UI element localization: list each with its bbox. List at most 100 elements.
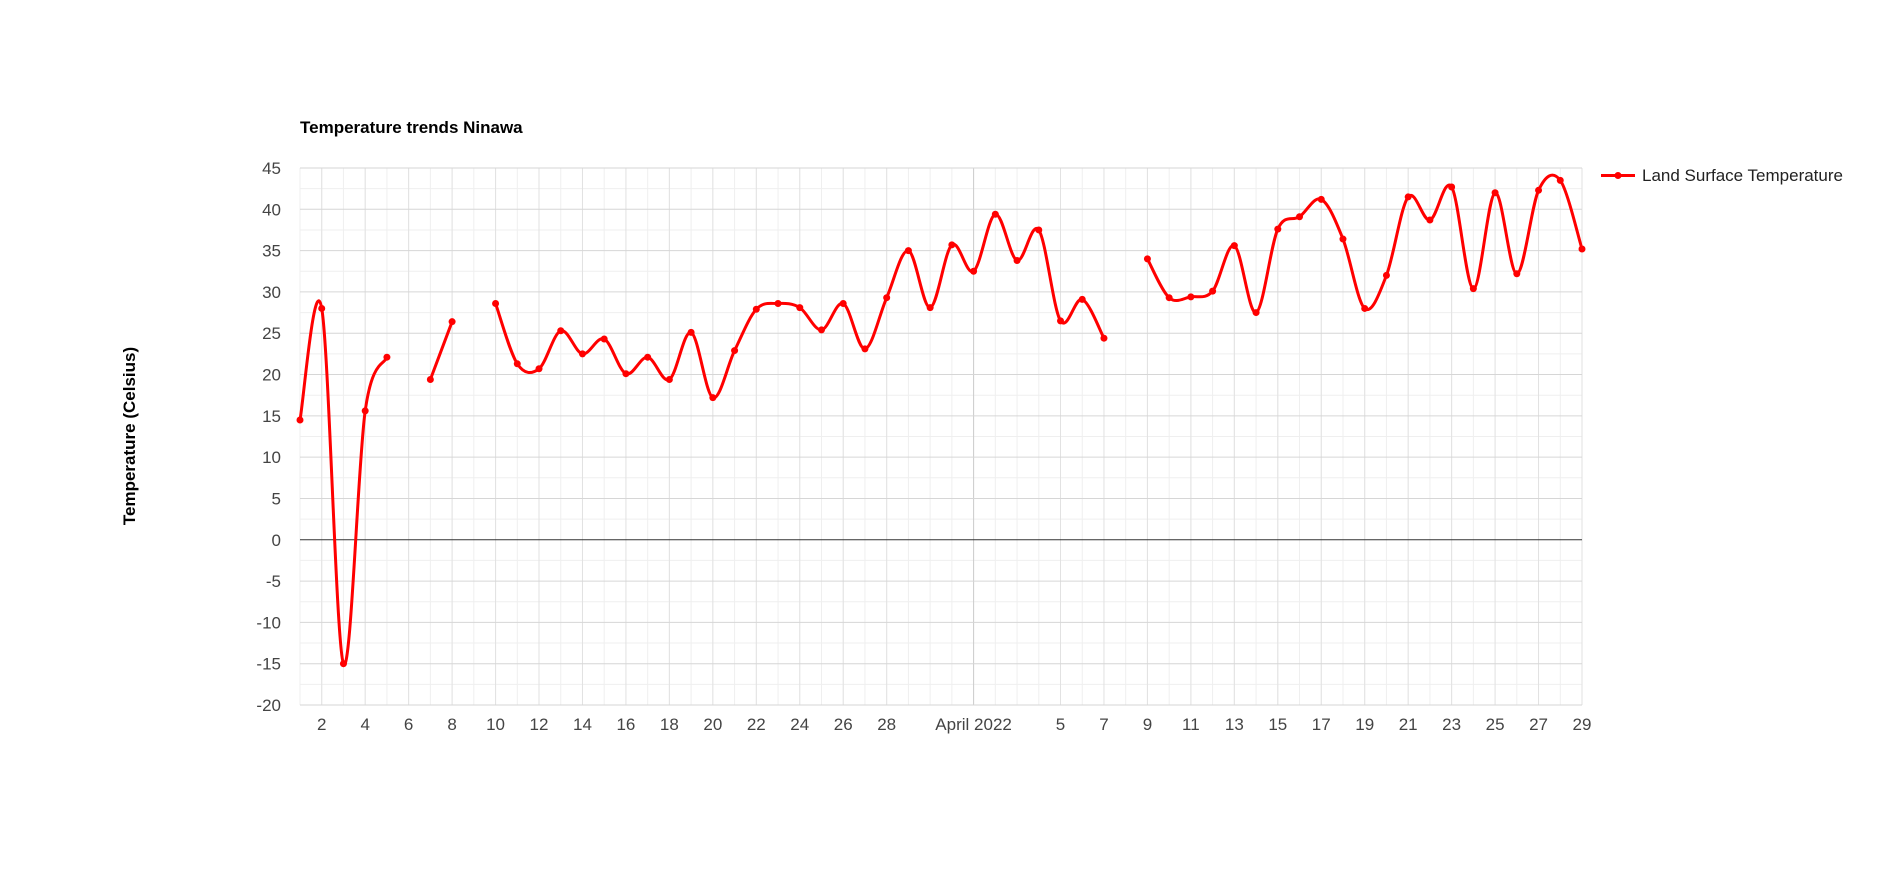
x-tick-label: 26 bbox=[834, 715, 853, 734]
data-point[interactable] bbox=[1404, 193, 1412, 201]
data-point[interactable] bbox=[1078, 295, 1086, 303]
data-point[interactable] bbox=[1035, 226, 1043, 234]
data-point[interactable] bbox=[1317, 195, 1325, 203]
data-point[interactable] bbox=[839, 299, 847, 307]
data-point[interactable] bbox=[1252, 309, 1260, 317]
data-point[interactable] bbox=[1469, 285, 1477, 293]
y-tick-label: 45 bbox=[262, 159, 281, 178]
data-point[interactable] bbox=[1491, 189, 1499, 197]
data-point[interactable] bbox=[774, 299, 782, 307]
data-point[interactable] bbox=[731, 347, 739, 355]
data-point[interactable] bbox=[644, 353, 652, 361]
data-point[interactable] bbox=[361, 407, 369, 415]
data-point[interactable] bbox=[687, 328, 695, 336]
y-tick-label: 10 bbox=[262, 448, 281, 467]
data-point[interactable] bbox=[665, 375, 673, 383]
data-point[interactable] bbox=[1143, 255, 1151, 263]
data-point[interactable] bbox=[817, 326, 825, 334]
grid-minor-lines bbox=[299, 168, 1583, 705]
data-point[interactable] bbox=[1578, 245, 1586, 253]
data-point[interactable] bbox=[578, 350, 586, 358]
data-point[interactable] bbox=[1426, 216, 1434, 224]
series-land-surface-temperature bbox=[296, 173, 1586, 668]
x-tick-label: 14 bbox=[573, 715, 592, 734]
x-tick-label: 8 bbox=[447, 715, 456, 734]
y-tick-label: 30 bbox=[262, 283, 281, 302]
data-point[interactable] bbox=[1100, 334, 1108, 342]
data-point[interactable] bbox=[861, 345, 869, 353]
x-tick-label: 9 bbox=[1143, 715, 1152, 734]
data-point[interactable] bbox=[557, 327, 565, 335]
data-point[interactable] bbox=[904, 247, 912, 255]
y-tick-label: 5 bbox=[272, 489, 281, 508]
x-tick-label: 2 bbox=[317, 715, 326, 734]
x-tick-label: 13 bbox=[1225, 715, 1244, 734]
x-tick-label: 17 bbox=[1312, 715, 1331, 734]
legend[interactable]: Land Surface Temperature bbox=[1601, 166, 1843, 185]
legend-label: Land Surface Temperature bbox=[1642, 166, 1843, 185]
x-tick-label: 10 bbox=[486, 715, 505, 734]
x-tick-label: April 2022 bbox=[935, 715, 1012, 734]
y-axis-ticks: 45 40 35 30 25 20 15 10 5 0 -5 -10 -15 -20 bbox=[256, 159, 281, 715]
data-point[interactable] bbox=[796, 304, 804, 312]
data-point[interactable] bbox=[1274, 225, 1282, 233]
data-point[interactable] bbox=[535, 365, 543, 373]
data-point[interactable] bbox=[296, 416, 304, 424]
data-point[interactable] bbox=[926, 304, 934, 312]
data-point[interactable] bbox=[1187, 293, 1195, 301]
x-tick-label: 23 bbox=[1442, 715, 1461, 734]
x-tick-label: 7 bbox=[1099, 715, 1108, 734]
x-tick-label: 15 bbox=[1268, 715, 1287, 734]
x-tick-label: 21 bbox=[1399, 715, 1418, 734]
data-point[interactable] bbox=[1361, 304, 1369, 312]
data-point[interactable] bbox=[339, 660, 347, 668]
data-point[interactable] bbox=[709, 394, 717, 402]
x-tick-label: 11 bbox=[1182, 715, 1200, 734]
series-line bbox=[1146, 173, 1584, 315]
data-point[interactable] bbox=[383, 353, 391, 361]
data-point[interactable] bbox=[991, 210, 999, 218]
data-point[interactable] bbox=[448, 318, 456, 326]
chart-title: Temperature trends Ninawa bbox=[300, 118, 523, 137]
data-point[interactable] bbox=[1535, 186, 1543, 194]
x-tick-label: 6 bbox=[404, 715, 413, 734]
grid-major-lines bbox=[300, 167, 1583, 706]
x-tick-label: 24 bbox=[790, 715, 809, 734]
data-point[interactable] bbox=[970, 267, 978, 275]
data-point[interactable] bbox=[1165, 294, 1173, 302]
series-line bbox=[428, 321, 454, 381]
y-tick-label: 35 bbox=[262, 242, 281, 261]
data-point[interactable] bbox=[1339, 235, 1347, 243]
data-point[interactable] bbox=[1382, 271, 1390, 279]
data-point[interactable] bbox=[1556, 176, 1564, 184]
data-point[interactable] bbox=[948, 241, 956, 249]
data-point[interactable] bbox=[1448, 183, 1456, 191]
data-point[interactable] bbox=[1209, 287, 1217, 295]
data-point[interactable] bbox=[1013, 257, 1021, 265]
y-tick-label: 0 bbox=[272, 531, 281, 550]
data-point[interactable] bbox=[1057, 317, 1065, 325]
data-point[interactable] bbox=[622, 370, 630, 378]
data-point[interactable] bbox=[1230, 242, 1238, 250]
y-tick-label: -5 bbox=[266, 572, 281, 591]
y-tick-label: 15 bbox=[262, 407, 281, 426]
data-point[interactable] bbox=[318, 304, 326, 312]
data-point[interactable] bbox=[492, 299, 500, 307]
x-tick-label: 25 bbox=[1486, 715, 1505, 734]
data-point[interactable] bbox=[883, 294, 891, 302]
data-point[interactable] bbox=[1513, 270, 1521, 278]
data-point[interactable] bbox=[513, 360, 521, 368]
data-point[interactable] bbox=[1296, 213, 1304, 221]
data-point[interactable] bbox=[752, 305, 760, 313]
x-tick-label: 12 bbox=[530, 715, 549, 734]
x-tick-label: 28 bbox=[877, 715, 896, 734]
x-tick-label: 29 bbox=[1573, 715, 1592, 734]
legend-point-swatch bbox=[1614, 172, 1622, 179]
y-axis-label: Temperature (Celsius) bbox=[120, 347, 139, 525]
y-tick-label: -10 bbox=[256, 613, 281, 632]
x-tick-label: 18 bbox=[660, 715, 679, 734]
data-point[interactable] bbox=[600, 335, 608, 343]
data-point[interactable] bbox=[426, 375, 434, 383]
x-tick-label: 5 bbox=[1056, 715, 1065, 734]
